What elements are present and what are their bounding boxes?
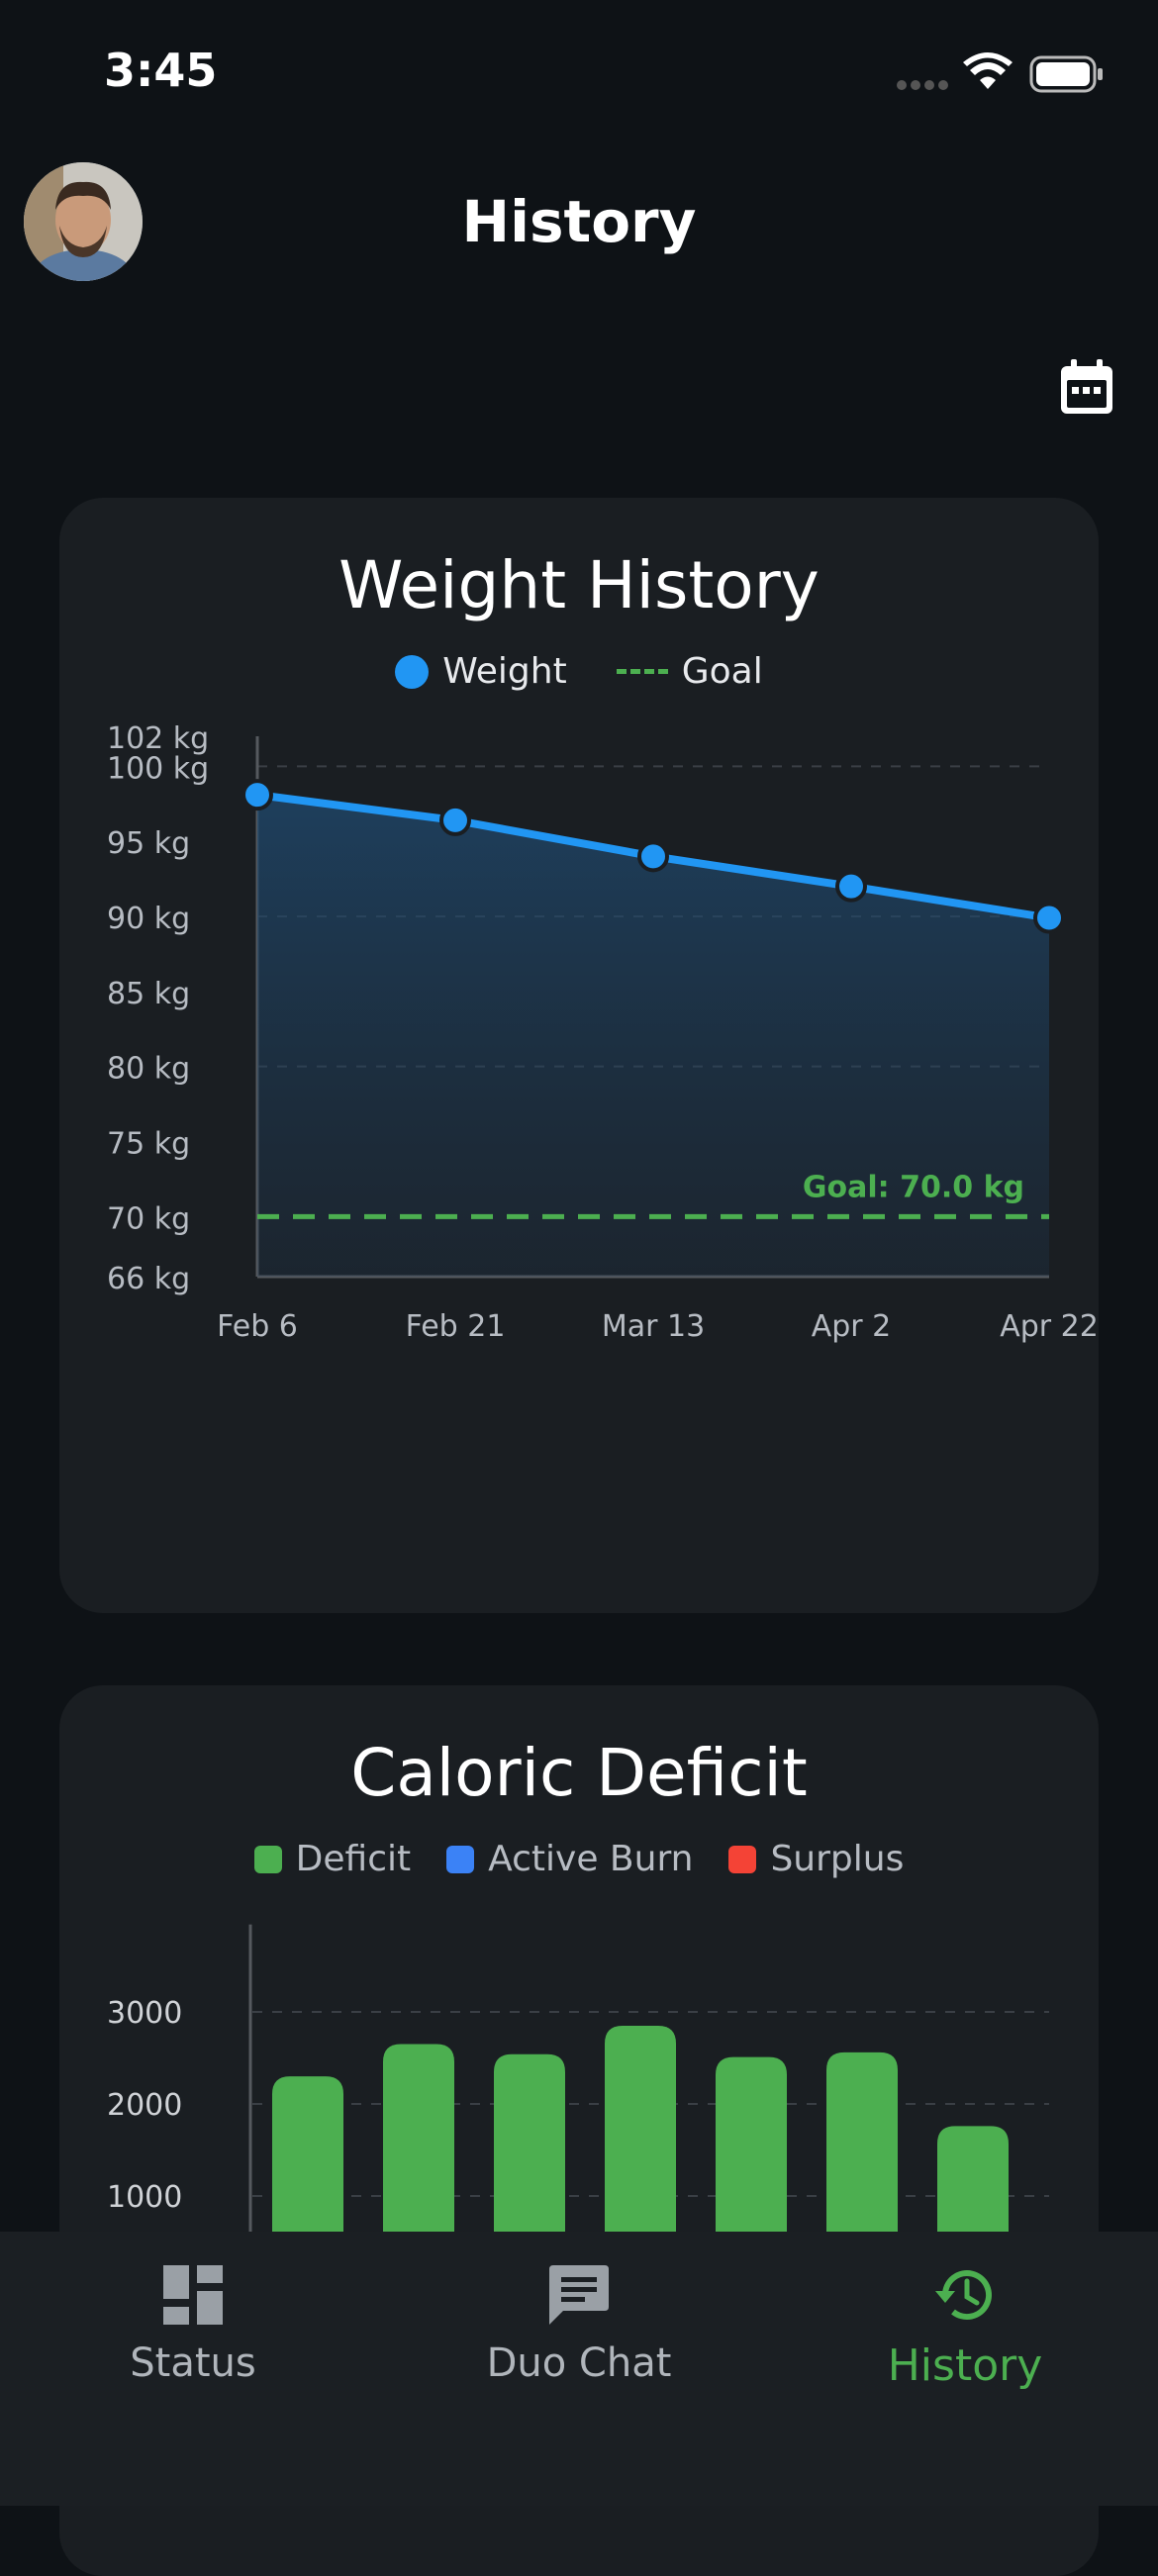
tab-duo-chat-label: Duo Chat xyxy=(486,2340,672,2386)
legend-goal-marker xyxy=(616,669,668,674)
tab-history-label: History xyxy=(887,2340,1043,2391)
y-tick-label: 80 kg xyxy=(107,1052,190,1087)
y-tick-label: 3000 xyxy=(107,1996,182,2031)
page-title: History xyxy=(461,188,697,255)
legend-surplus-label: Surplus xyxy=(770,1839,905,1879)
weight-point xyxy=(637,840,669,873)
weight-area xyxy=(257,795,1049,1277)
y-tick-label: 102 kg xyxy=(107,721,209,756)
y-tick-label: 2000 xyxy=(107,2088,182,2123)
x-tick-label: Mar 13 xyxy=(602,1309,705,1344)
x-tick-label: Feb 21 xyxy=(406,1309,506,1344)
legend-deficit-label: Deficit xyxy=(295,1839,412,1879)
y-tick-label: 75 kg xyxy=(107,1127,190,1162)
dashboard-icon xyxy=(163,2265,223,2325)
legend-goal-label: Goal xyxy=(681,651,763,692)
y-tick-label: 85 kg xyxy=(107,977,190,1011)
weight-point xyxy=(241,779,273,811)
legend-surplus: Surplus xyxy=(728,1839,904,1879)
history-icon xyxy=(935,2270,992,2321)
x-tick-label: Feb 6 xyxy=(217,1309,298,1344)
x-tick-label: Apr 22 xyxy=(1000,1309,1099,1344)
legend-active-burn: Active Burn xyxy=(446,1839,693,1879)
legend-weight: Weight xyxy=(395,651,567,692)
calendar-icon[interactable] xyxy=(1055,356,1118,420)
legend-active-burn-marker xyxy=(446,1845,475,1873)
legend-active-burn-label: Active Burn xyxy=(488,1839,694,1879)
weight-history-card: Weight History Weight Goal 102 kg 100 kg 9… xyxy=(59,498,1099,1613)
legend-weight-label: Weight xyxy=(442,651,567,692)
weight-chart-title: Weight History xyxy=(338,547,820,623)
deficit-bar xyxy=(383,2044,454,2288)
weight-point xyxy=(1033,902,1065,934)
deficit-bar xyxy=(716,2056,787,2288)
deficit-bar xyxy=(605,2025,676,2288)
legend-deficit-marker xyxy=(253,1845,282,1873)
status-bar: 3:45 xyxy=(0,0,1158,148)
tab-status[interactable]: Status xyxy=(0,2232,386,2430)
legend-weight-marker xyxy=(395,654,430,689)
tab-status-label: Status xyxy=(130,2340,256,2386)
y-tick-label: 70 kg xyxy=(107,1201,190,1236)
y-tick-label: 66 kg xyxy=(107,1262,190,1296)
cellular-signal-icon xyxy=(897,80,948,90)
deficit-bar xyxy=(826,2051,898,2288)
bottom-navigation: Status Duo Chat History xyxy=(0,2232,1158,2506)
weight-point xyxy=(439,804,471,836)
legend-deficit: Deficit xyxy=(253,1839,412,1879)
y-tick-label: 100 kg xyxy=(107,751,209,786)
wifi-icon xyxy=(963,52,1013,89)
avatar-image xyxy=(24,162,143,281)
x-tick-label: Apr 2 xyxy=(812,1309,892,1344)
legend-goal: Goal xyxy=(616,651,763,692)
deficit-chart-legend: Deficit Active Burn Surplus xyxy=(59,1839,1099,1879)
y-tick-label: 1000 xyxy=(107,2180,182,2215)
avatar[interactable] xyxy=(24,162,143,281)
weight-point xyxy=(835,870,867,903)
y-tick-label: 95 kg xyxy=(107,826,190,861)
deficit-bar xyxy=(494,2053,565,2288)
y-tick-label: 90 kg xyxy=(107,902,190,936)
tab-history[interactable]: History xyxy=(772,2232,1158,2430)
legend-surplus-marker xyxy=(728,1845,757,1873)
goal-label: Goal: 70.0 kg xyxy=(803,1170,1024,1204)
status-time: 3:45 xyxy=(104,44,218,97)
chat-icon xyxy=(549,2265,609,2325)
tab-duo-chat[interactable]: Duo Chat xyxy=(386,2232,772,2430)
battery-icon xyxy=(1029,55,1103,93)
deficit-chart-title: Caloric Deficit xyxy=(350,1735,808,1811)
weight-chart-legend: Weight Goal xyxy=(59,651,1099,692)
